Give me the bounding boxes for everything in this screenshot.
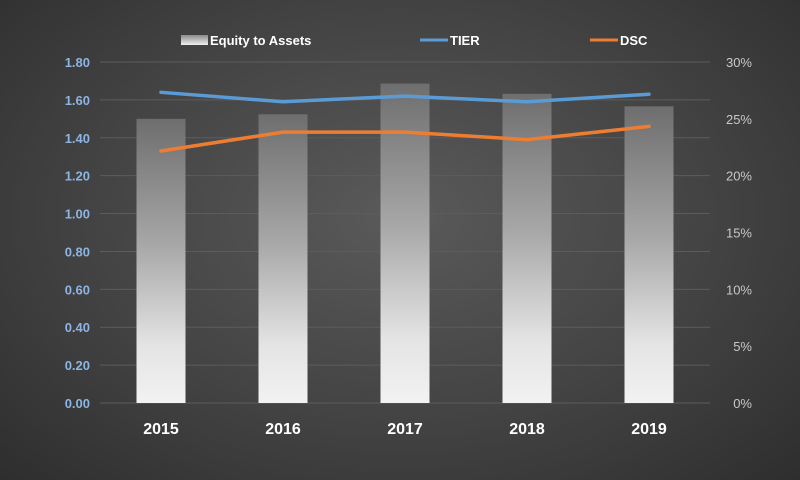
y-right-tick-label: 10% [726, 282, 752, 297]
axes: 0.00 0.20 0.40 0.60 0.80 1.00 1.20 1.40 1.60 1.80… [65, 55, 753, 438]
y-left-tick-label: 0.60 [65, 282, 90, 297]
y-left-tick-label: 1.20 [65, 169, 90, 184]
line-series [159, 90, 651, 153]
y-left-tick-label: 1.40 [65, 131, 90, 146]
legend-swatch-equity-to-assets [181, 35, 208, 45]
y-right-tick-label: 0% [733, 396, 752, 411]
y-left-tick-label: 1.00 [65, 207, 90, 222]
x-tick-label: 2017 [387, 421, 423, 438]
legend: Equity to Assets TIER DSC [181, 33, 648, 48]
legend-label-tier: TIER [450, 33, 480, 48]
x-tick-label: 2015 [143, 421, 179, 438]
bar-equity-to-assets [624, 106, 674, 403]
bar-series-equity-to-assets [136, 83, 674, 404]
y-left-tick-label: 0.20 [65, 358, 90, 373]
y-left-tick-label: 0.40 [65, 320, 90, 335]
y-right-tick-label: 20% [726, 169, 752, 184]
legend-label-equity-to-assets: Equity to Assets [210, 33, 311, 48]
x-tick-label: 2016 [265, 421, 301, 438]
bar-equity-to-assets [502, 93, 552, 404]
y-right-tick-label: 5% [733, 339, 752, 354]
x-tick-label: 2018 [509, 421, 545, 438]
y-left-tick-label: 1.80 [65, 55, 90, 70]
y-right-tick-label: 30% [726, 55, 752, 70]
legend-label-dsc: DSC [620, 33, 648, 48]
bar-equity-to-assets [258, 114, 308, 403]
y-left-tick-label: 0.80 [65, 244, 90, 259]
y-right-tick-label: 25% [726, 112, 752, 127]
bar-equity-to-assets [380, 83, 430, 403]
y-right-tick-label: 15% [726, 226, 752, 241]
x-tick-label: 2019 [631, 421, 667, 438]
y-left-tick-label: 0.00 [65, 396, 90, 411]
bar-equity-to-assets [136, 118, 186, 403]
y-left-tick-label: 1.60 [65, 93, 90, 108]
